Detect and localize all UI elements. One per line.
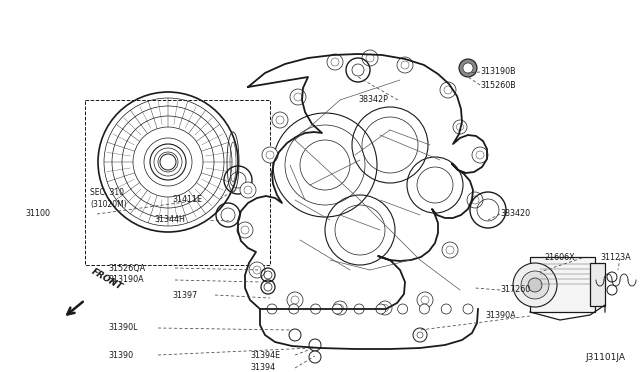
Circle shape xyxy=(354,304,364,314)
Text: 313190A: 313190A xyxy=(108,276,143,285)
Circle shape xyxy=(240,182,256,198)
Circle shape xyxy=(309,351,321,363)
Circle shape xyxy=(289,304,299,314)
Text: 31397: 31397 xyxy=(172,291,197,299)
Circle shape xyxy=(453,120,467,134)
Circle shape xyxy=(237,222,253,238)
Circle shape xyxy=(376,304,386,314)
Circle shape xyxy=(607,272,617,282)
Circle shape xyxy=(378,301,392,315)
Bar xyxy=(590,263,605,306)
Circle shape xyxy=(397,57,413,73)
Text: 31394: 31394 xyxy=(250,363,275,372)
Circle shape xyxy=(262,147,278,163)
Circle shape xyxy=(440,82,456,98)
Bar xyxy=(530,257,595,312)
Text: 31344H: 31344H xyxy=(154,215,185,224)
Text: 31394E: 31394E xyxy=(250,350,280,359)
Text: 31411E: 31411E xyxy=(172,195,202,203)
Bar xyxy=(85,100,270,265)
Circle shape xyxy=(289,329,301,341)
Circle shape xyxy=(333,301,347,315)
Text: 31390L: 31390L xyxy=(108,324,138,333)
Circle shape xyxy=(310,304,321,314)
Text: 315260B: 315260B xyxy=(480,80,516,90)
Text: 38342P: 38342P xyxy=(358,96,388,105)
Circle shape xyxy=(472,147,488,163)
Circle shape xyxy=(413,328,427,342)
Circle shape xyxy=(459,59,477,77)
Text: 31526QA: 31526QA xyxy=(108,263,145,273)
Circle shape xyxy=(417,292,433,308)
Circle shape xyxy=(521,271,549,299)
Text: 31390A: 31390A xyxy=(485,311,516,321)
Text: 383420: 383420 xyxy=(500,209,530,218)
Text: J31101JA: J31101JA xyxy=(585,353,625,362)
Text: 317260: 317260 xyxy=(500,285,531,295)
Circle shape xyxy=(309,339,321,351)
Circle shape xyxy=(528,278,542,292)
Text: 31100: 31100 xyxy=(25,209,50,218)
Circle shape xyxy=(290,89,306,105)
Text: 31390: 31390 xyxy=(108,350,133,359)
Circle shape xyxy=(607,285,617,295)
Circle shape xyxy=(272,112,288,128)
Text: 21606X: 21606X xyxy=(544,253,575,263)
Circle shape xyxy=(362,50,378,66)
Circle shape xyxy=(287,292,303,308)
Text: 313190B: 313190B xyxy=(480,67,516,77)
Circle shape xyxy=(267,304,277,314)
Circle shape xyxy=(441,304,451,314)
Circle shape xyxy=(513,263,557,307)
Text: (31020M): (31020M) xyxy=(90,200,127,209)
Circle shape xyxy=(249,262,265,278)
Circle shape xyxy=(442,242,458,258)
Circle shape xyxy=(332,304,342,314)
Circle shape xyxy=(463,304,473,314)
Circle shape xyxy=(397,304,408,314)
Text: SEC. 310: SEC. 310 xyxy=(90,188,124,197)
Text: FRONT: FRONT xyxy=(90,267,124,292)
Circle shape xyxy=(463,63,473,73)
Circle shape xyxy=(419,304,429,314)
Circle shape xyxy=(467,192,483,208)
Circle shape xyxy=(327,54,343,70)
Text: 31123A: 31123A xyxy=(600,253,630,263)
